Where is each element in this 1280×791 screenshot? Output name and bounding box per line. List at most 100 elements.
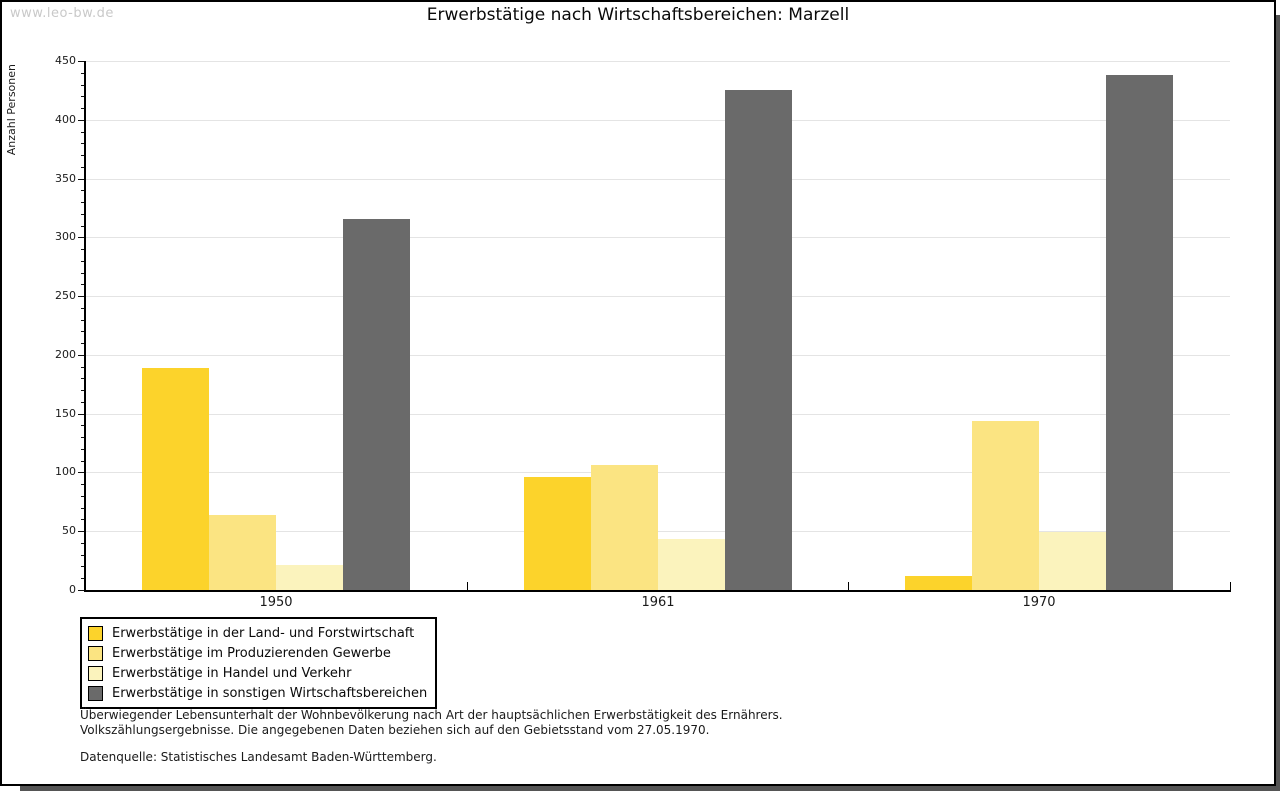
y-axis-minor-tick (81, 190, 85, 191)
x-axis-category-label: 1950 (259, 595, 293, 610)
legend-label: Erwerbstätige in Handel und Verkehr (112, 665, 352, 681)
bar-series3-1961 (658, 539, 725, 590)
footnote-line-1: Überwiegender Lebensunterhalt der Wohnbe… (80, 708, 783, 722)
y-axis-tick-label: 250 (55, 289, 76, 302)
gridline-300 (85, 237, 1230, 238)
chart-title: Erwerbstätige nach Wirtschaftsbereichen:… (426, 5, 850, 25)
y-axis-minor-tick (81, 578, 85, 579)
y-axis-minor-tick (81, 261, 85, 262)
y-axis-minor-tick (81, 555, 85, 556)
legend-item-2: Erwerbstätige im Produzierenden Gewerbe (88, 643, 427, 663)
legend-box: Erwerbstätige in der Land- und Forstwirt… (80, 617, 438, 709)
bar-series2-1970 (972, 421, 1039, 590)
y-axis-minor-tick (81, 519, 85, 520)
y-axis-minor-tick (81, 437, 85, 438)
y-axis-minor-tick (81, 543, 85, 544)
y-axis-major-tick (78, 120, 85, 121)
gridline-150 (85, 414, 1230, 415)
y-axis-tick-label: 0 (69, 583, 76, 596)
y-axis-minor-tick (81, 143, 85, 144)
y-axis-tick-label: 450 (55, 54, 76, 67)
y-axis-minor-tick (81, 85, 85, 86)
bar-series1-1970 (905, 576, 972, 590)
y-axis-minor-tick (81, 155, 85, 156)
legend-label: Erwerbstätige in sonstigen Wirtschaftsbe… (112, 685, 428, 701)
y-axis-minor-tick (81, 378, 85, 379)
watermark-text: www.leo-bw.de (10, 6, 114, 21)
footnote-line-2: Volkszählungsergebnisse. Die angegebenen… (80, 723, 710, 737)
y-axis-major-tick (78, 296, 85, 297)
bar-series1-1961 (524, 477, 591, 590)
x-axis-category-label: 1970 (1022, 595, 1056, 610)
y-axis-minor-tick (81, 108, 85, 109)
y-axis-minor-tick (81, 484, 85, 485)
y-axis-minor-tick (81, 508, 85, 509)
gridline-200 (85, 355, 1230, 356)
footnote-text: Überwiegender Lebensunterhalt der Wohnbe… (80, 708, 783, 738)
y-axis-tick-label: 200 (55, 348, 76, 361)
y-axis-major-tick (78, 237, 85, 238)
bar-series3-1950 (276, 565, 343, 590)
y-axis-major-tick (78, 61, 85, 62)
y-axis-minor-tick (81, 273, 85, 274)
y-axis-tick-label: 100 (55, 465, 76, 478)
y-axis-minor-tick (81, 496, 85, 497)
y-axis-tick-label: 400 (55, 113, 76, 126)
gridline-350 (85, 179, 1230, 180)
y-axis-minor-tick (81, 320, 85, 321)
y-axis-tick-label: 300 (55, 230, 76, 243)
y-axis-minor-tick (81, 367, 85, 368)
y-axis-line (84, 61, 86, 592)
y-axis-minor-tick (81, 132, 85, 133)
y-axis-tick-label: 150 (55, 407, 76, 420)
y-axis-major-tick (78, 414, 85, 415)
y-axis-minor-tick (81, 449, 85, 450)
bar-series4-1961 (725, 90, 792, 590)
x-axis-category-tick (848, 582, 849, 590)
frame-shadow-bottom (20, 786, 1280, 791)
frame-shadow-right (1276, 15, 1280, 791)
data-source-text: Datenquelle: Statistisches Landesamt Bad… (80, 750, 437, 764)
y-axis-minor-tick (81, 425, 85, 426)
y-axis-minor-tick (81, 331, 85, 332)
x-axis-category-tick (467, 582, 468, 590)
y-axis-minor-tick (81, 214, 85, 215)
gridline-450 (85, 61, 1230, 62)
bar-series2-1961 (591, 465, 658, 590)
y-axis-major-tick (78, 179, 85, 180)
bar-series4-1970 (1106, 75, 1173, 590)
y-axis-major-tick (78, 590, 85, 591)
y-axis-minor-tick (81, 167, 85, 168)
y-axis-minor-tick (81, 343, 85, 344)
y-axis-major-tick (78, 355, 85, 356)
gridline-250 (85, 296, 1230, 297)
y-axis-tick-label: 50 (62, 524, 76, 537)
bar-series1-1950 (142, 368, 209, 590)
legend-label: Erwerbstätige in der Land- und Forstwirt… (112, 625, 415, 641)
x-axis-category-tick (1230, 582, 1231, 590)
legend-swatch-icon (88, 645, 103, 661)
x-axis-category-label: 1961 (641, 595, 675, 610)
legend-label: Erwerbstätige im Produzierenden Gewerbe (112, 645, 391, 661)
x-axis-line (84, 590, 1231, 592)
y-axis-minor-tick (81, 73, 85, 74)
y-axis-minor-tick (81, 249, 85, 250)
legend-swatch-icon (88, 625, 103, 641)
legend-swatch-icon (88, 685, 103, 701)
y-axis-minor-tick (81, 402, 85, 403)
y-axis-minor-tick (81, 461, 85, 462)
bar-series3-1970 (1039, 532, 1106, 590)
legend-item-4: Erwerbstätige in sonstigen Wirtschaftsbe… (88, 683, 427, 703)
bar-series2-1950 (209, 515, 276, 590)
y-axis-major-tick (78, 472, 85, 473)
y-axis-minor-tick (81, 284, 85, 285)
gridline-400 (85, 120, 1230, 121)
y-axis-minor-tick (81, 202, 85, 203)
y-axis-minor-tick (81, 390, 85, 391)
bar-series4-1950 (343, 219, 410, 590)
y-axis-minor-tick (81, 566, 85, 567)
y-axis-minor-tick (81, 96, 85, 97)
legend-item-3: Erwerbstätige in Handel und Verkehr (88, 663, 427, 683)
legend-swatch-icon (88, 665, 103, 681)
